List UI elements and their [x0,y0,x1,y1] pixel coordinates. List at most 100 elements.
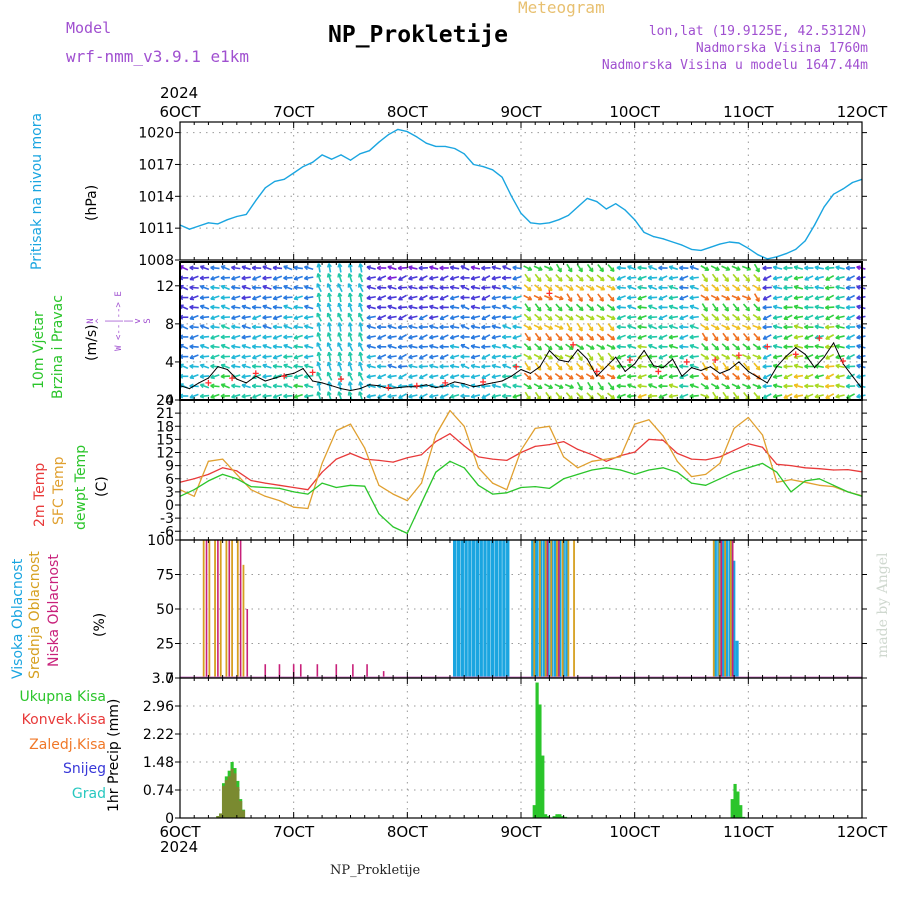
temp2m-line-point [790,465,791,466]
dewpt-temp-line-point [620,469,621,470]
wind-speed-line-point [520,369,521,370]
wind-speed-line-point [625,371,626,372]
wind-arrow-head [815,279,819,280]
legend-freezing-rain: Zaledj.Kisa [29,738,106,752]
pressure-line-point [814,224,815,225]
wind-arrow-head [738,337,739,341]
wind-arrow-head [190,398,194,399]
wind-speed-line-point [539,366,540,367]
pressure-line-point [426,143,427,144]
pressure-line-point [748,248,749,249]
wind-arrow-head [815,397,819,398]
wind-arrow-head [815,377,819,378]
wind-arrow-head [328,303,329,307]
wind-arrow-head [773,298,777,299]
x-tick-label-top: 6OCT [160,103,202,121]
temp2m-line-point [236,470,237,471]
precip-total-bar [731,799,734,818]
precip-freezing-bar [228,776,231,818]
cloud-low-bar [246,609,248,678]
wind-arrow-head [617,339,621,340]
wind-arrow-head [294,338,298,339]
sfc-temp-line-point [222,458,223,459]
wind-arrow-head [759,396,760,400]
cloud-low-bar [558,540,560,678]
grid-panel-4 [180,678,862,818]
sfc-temp-line-point [776,482,777,483]
wind-speed-line-point [454,381,455,382]
sfc-temp-line-point [634,423,635,424]
wind-arrow-head [190,339,194,340]
wind-arrow-head [617,279,621,280]
dewpt-temp-line-point [194,489,195,490]
cloud-high-bar [495,540,498,678]
wind-arrow-head [738,366,739,370]
cloud-mid-bar [214,540,216,678]
sfc-temp-line-point [250,489,251,490]
wind-arrow-head [759,366,760,370]
wind-speed-line-point [473,386,474,387]
dewpt-temp-line-point [549,488,550,489]
wind-speed-line-point [615,357,616,358]
wind-arrow-head [717,278,718,282]
pressure-line-point [852,182,853,183]
sfc-temp-line-point [293,507,294,508]
pressure-line-point [246,214,247,215]
sfc-temp-line-point [705,474,706,475]
precip-freezing-bar [236,787,239,818]
wind-arrow-head [613,386,614,390]
wind-arrow-head [638,338,642,339]
wind-arrow-head [359,362,360,366]
sfc-temp-line-point [307,508,308,509]
pressure-line-point [700,250,701,251]
wind-arrow-head [409,299,413,300]
wind-speed-line-point [776,366,777,367]
wind-arrow-head [328,362,329,366]
dewpt-temp-line-point [279,488,280,489]
temp2m-line-point [492,458,493,459]
wind-arrow-head [571,395,572,399]
dewpt-temp-line-point [378,513,379,514]
wind-speed-line-point [189,388,190,389]
temp-unit: (C) [95,437,109,497]
y-tick-label-panel-1: 12 [156,279,174,295]
dewpt-temp-line-point [847,491,848,492]
wind-arrow-head [294,299,298,300]
sfc-temp-line-point [748,417,749,418]
wind-arrow-head [638,397,642,398]
wind-arrow-head [728,337,729,341]
sfc-temp-line-point [478,467,479,468]
wind-speed-line-point [227,369,228,370]
sfc-temp-line-point [563,456,564,457]
pressure-line-point [274,181,275,182]
pressure-line-point [757,254,758,255]
dewpt-temp-line-point [364,486,365,487]
wind-speed-line-point [369,384,370,385]
wind-speed-line-point [303,368,304,369]
precip-freezing-bar [230,769,233,818]
cloud-low-bar [300,664,302,678]
wind-arrow-head [603,297,604,301]
dewpt-temp-line-point [606,467,607,468]
pressure-line-point [596,201,597,202]
wind-speed-line-point [748,371,749,372]
cloud-mid-bar [226,540,228,678]
wind-speed-line-point [634,363,635,364]
pressure-label: Pritisak na nivou mora [30,120,44,270]
temp2m-line-point [677,453,678,454]
wind-arrow-head [450,318,454,319]
wind-arrow-head [294,378,298,379]
temp2m-line-point [506,460,507,461]
pressure-unit: (hPa) [85,161,99,221]
sfc-temp-line-point [577,467,578,468]
model-label: Model [66,21,111,36]
wind-arrow-head [836,279,840,280]
wind-arrow-head [273,338,277,339]
dewpt-temp-line-point [449,461,450,462]
pressure-line-point [492,169,493,170]
dewpt-temp-line-point [535,486,536,487]
wind-speed-line-point [786,356,787,357]
wind-arrow-head [561,277,562,281]
wind-speed-line-point [208,378,209,379]
